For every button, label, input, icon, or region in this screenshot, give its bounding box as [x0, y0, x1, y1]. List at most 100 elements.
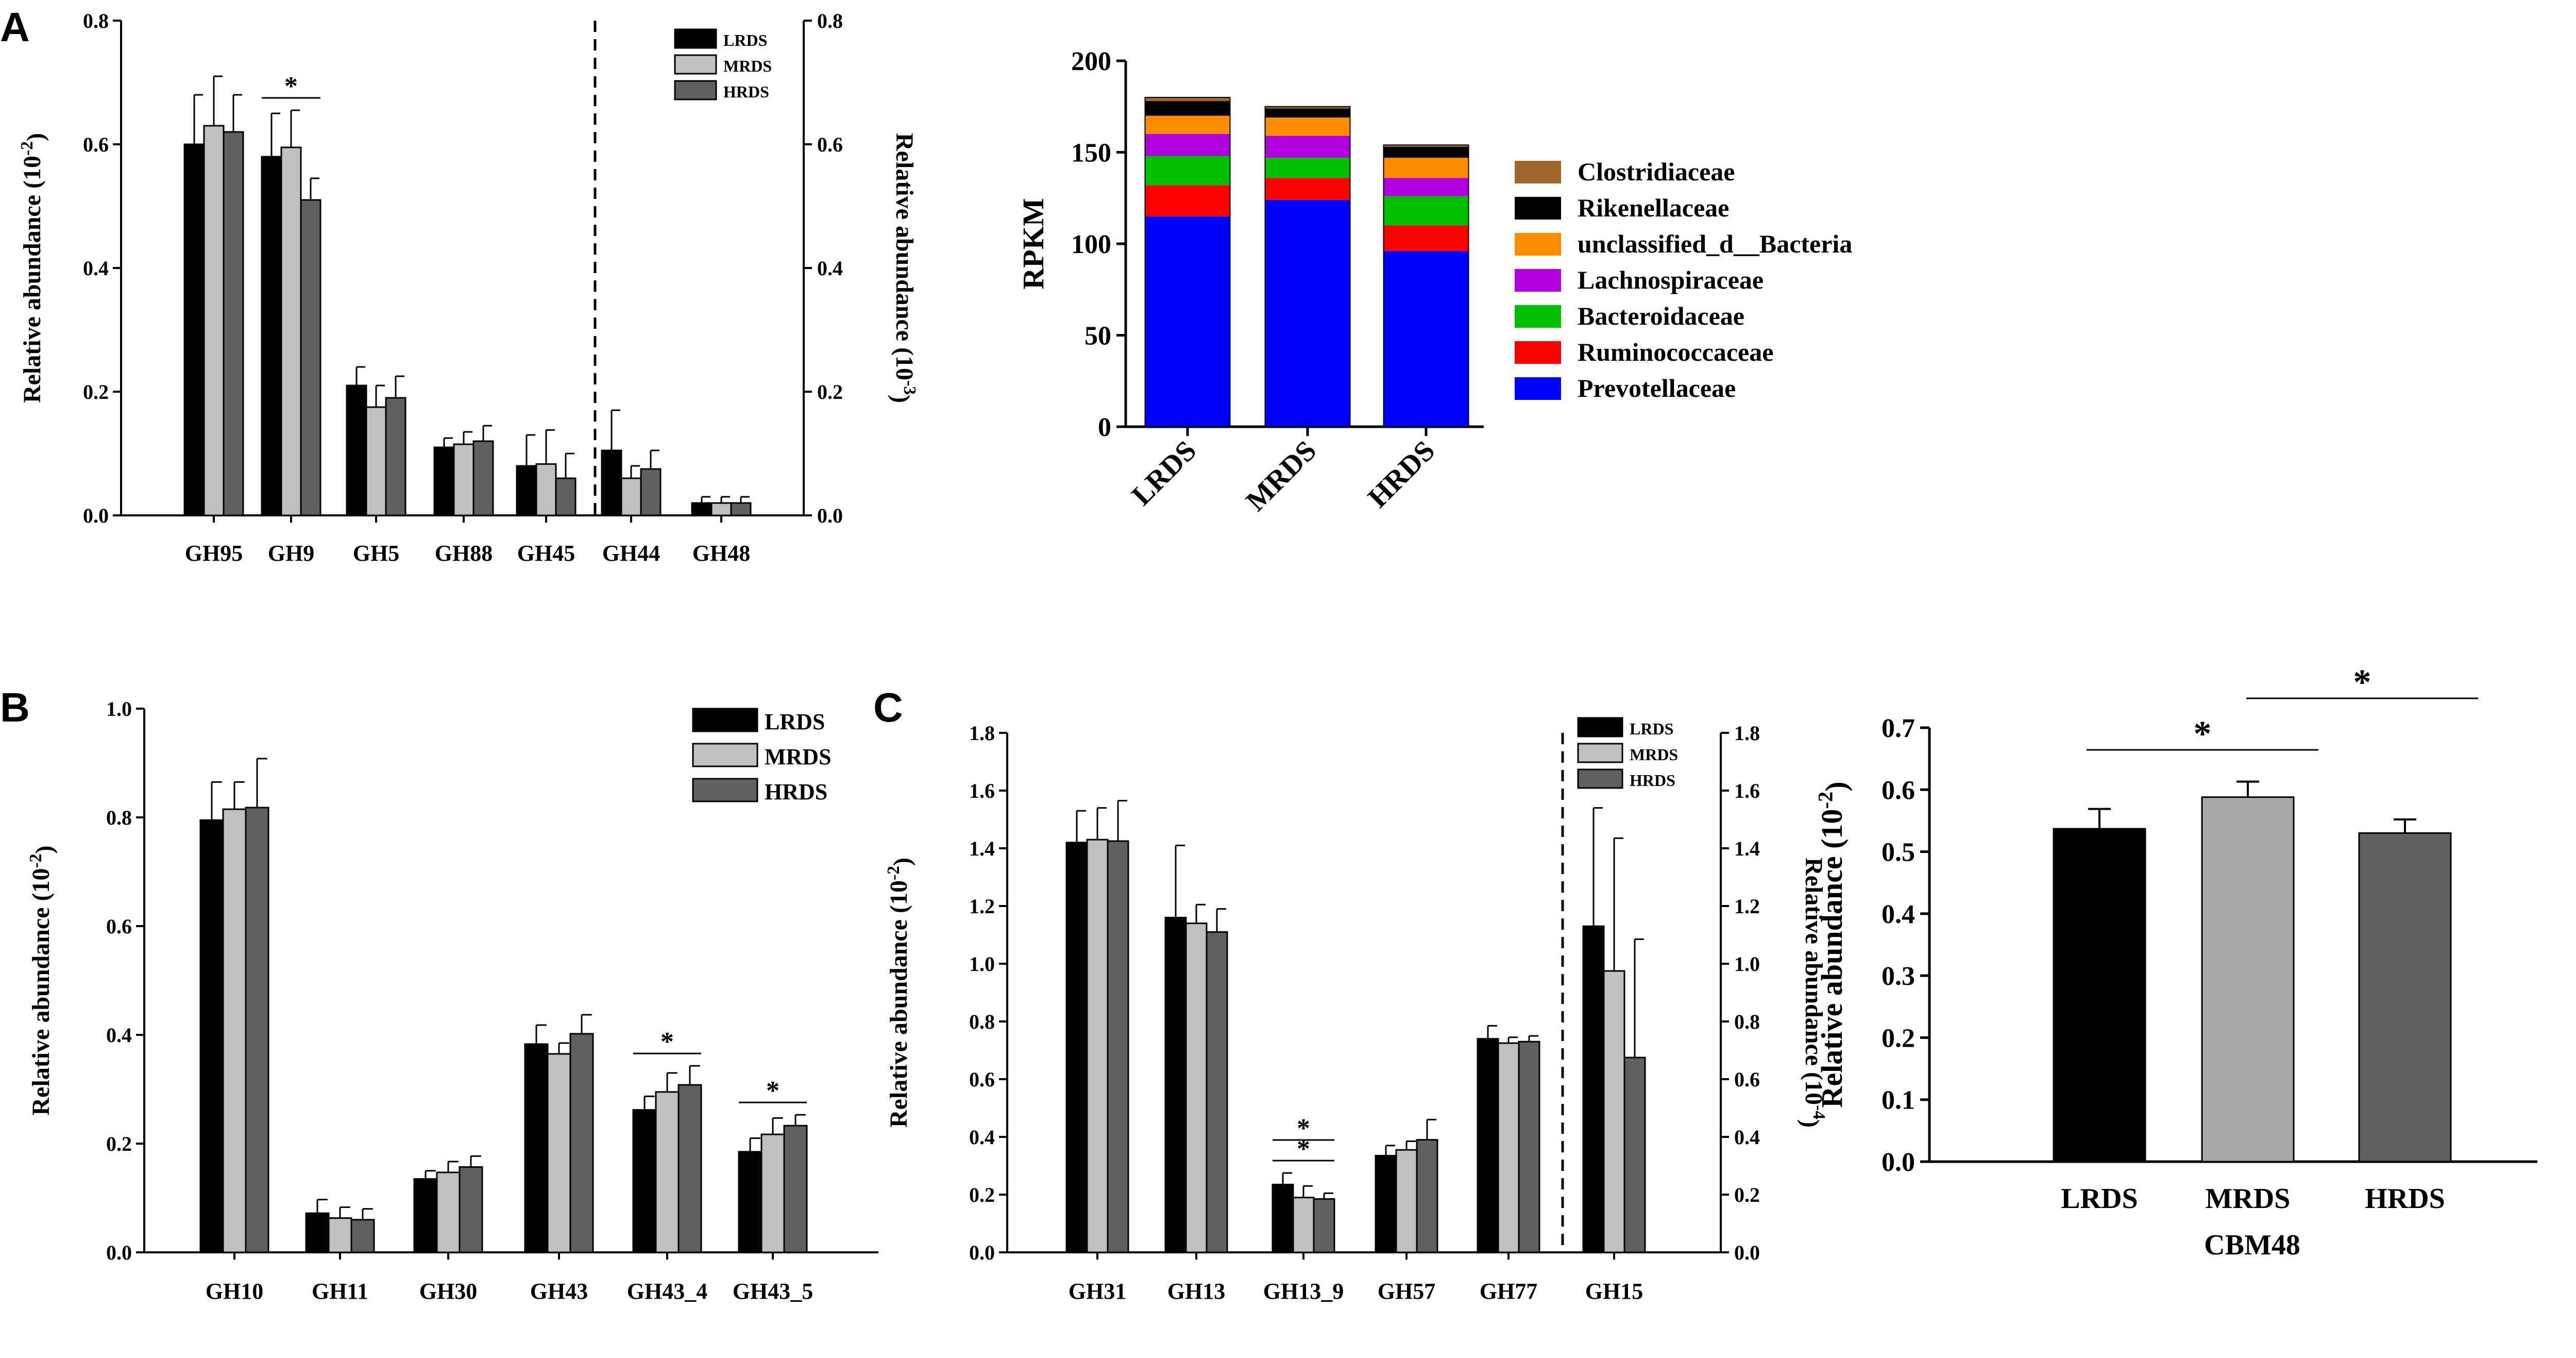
x-tick-label: LRDS	[1126, 434, 1202, 511]
y-tick-label: 100	[1071, 230, 1111, 259]
significance-star: *	[766, 1076, 779, 1105]
x-tick-label: GH43_5	[733, 1279, 813, 1304]
significance-star: *	[2194, 714, 2212, 754]
bar	[2201, 796, 2295, 1163]
y-tick-label-left: 0.8	[969, 1010, 995, 1033]
bar	[1065, 842, 1088, 1253]
y-tick-label-left: 1.4	[969, 837, 995, 860]
y-tick-label: 0.2	[1882, 1024, 1915, 1053]
bar	[453, 443, 474, 516]
legend-swatch	[1515, 269, 1561, 292]
bar	[436, 1171, 461, 1253]
y-tick-label-right: 0.8	[1734, 1010, 1760, 1033]
stacked-segment	[1383, 145, 1469, 147]
y-axis-title-base: Relative abundance (10	[19, 156, 46, 403]
stacked-segment	[1383, 196, 1469, 226]
y-tick-label-right: 0.8	[817, 9, 843, 32]
bar	[222, 808, 247, 1253]
legend-swatch	[1515, 161, 1561, 183]
x-tick-label: GH44	[602, 541, 660, 566]
y-tick-label-right: 1.6	[1734, 779, 1760, 802]
stacked-segment	[1145, 185, 1230, 216]
y-axis-title-sup: -2	[1814, 792, 1837, 809]
y-tick-label-right: 0.6	[1734, 1068, 1760, 1091]
y-axis-title-base: Relative abundance (10	[885, 880, 912, 1128]
bar	[459, 1166, 483, 1253]
y-tick-label-left: 0.0	[83, 504, 109, 527]
chart-b-glycoside-hydrolases: 0.0 0.2 0.4 0.6 0.8 1.0 Relative abundance (10…	[26, 697, 878, 1304]
bar	[555, 477, 577, 516]
stacked-segment	[1145, 97, 1230, 102]
y-tick-label-right: 1.4	[1734, 837, 1760, 860]
legend-label: MRDS	[1630, 745, 1678, 764]
legend-label: Bacteroidaceae	[1578, 301, 1744, 330]
bar	[1477, 1038, 1499, 1253]
legend-swatch	[1577, 768, 1623, 789]
legend-label: unclassified_d__Bacteria	[1578, 229, 1852, 258]
stacked-segment	[1265, 108, 1350, 118]
x-tick-label: HRDS	[2365, 1183, 2445, 1215]
bar	[1375, 1154, 1397, 1253]
bar	[783, 1125, 808, 1253]
legend-label: HRDS	[723, 82, 769, 101]
bar	[385, 397, 406, 516]
y-axis-title-rest: )	[888, 858, 916, 866]
y-tick-label: 0.4	[1882, 900, 1915, 929]
significance-star: *	[660, 1027, 674, 1057]
bar	[677, 1084, 702, 1253]
bar	[1313, 1198, 1335, 1253]
y-tick-label-left: 1.2	[969, 895, 995, 918]
bar	[1518, 1041, 1540, 1253]
bar	[365, 406, 387, 516]
bar	[632, 1109, 657, 1253]
x-tick-label: GH88	[435, 541, 493, 566]
bar	[760, 1133, 785, 1253]
y-tick-label-left: 0.8	[83, 9, 109, 32]
bar	[1107, 840, 1129, 1253]
bar	[472, 440, 494, 516]
x-tick-label: MRDS	[1240, 434, 1323, 517]
legend-label: MRDS	[723, 57, 772, 75]
x-tick-label: GH13	[1167, 1279, 1225, 1304]
bar	[183, 143, 205, 516]
y-tick-label-left: 0.8	[106, 806, 132, 829]
legend-swatch	[1515, 377, 1561, 400]
y-tick-label: 0.5	[1882, 838, 1915, 867]
significance-star: *	[2353, 663, 2371, 702]
bar	[730, 502, 752, 516]
bar	[413, 1178, 438, 1253]
y-tick-label-right: 0.2	[1734, 1183, 1760, 1206]
bar	[328, 1217, 352, 1253]
y-tick-label-left: 0.2	[83, 380, 109, 404]
x-tick-label: LRDS	[2061, 1183, 2138, 1215]
y-tick-label-left: 0.4	[106, 1024, 132, 1047]
legend-label: LRDS	[723, 31, 767, 49]
stacked-segment	[1145, 156, 1230, 186]
legend-label: HRDS	[1630, 771, 1675, 790]
x-tick-label: MRDS	[2206, 1183, 2291, 1215]
bar	[655, 1091, 680, 1253]
stacked-segment	[1145, 134, 1230, 156]
legend-label: Clostridiaceae	[1578, 157, 1735, 186]
stacked-segment	[1383, 178, 1469, 196]
bar	[1395, 1149, 1418, 1253]
stacked-segment	[1265, 158, 1350, 178]
bar	[199, 819, 224, 1253]
bar	[223, 131, 244, 516]
bar	[547, 1053, 571, 1253]
bar	[2053, 828, 2146, 1163]
bar	[710, 502, 732, 516]
bar	[601, 449, 622, 516]
legend-swatch	[692, 708, 758, 732]
y-tick-label-right: 1.0	[1734, 952, 1760, 976]
stacked-segment	[1145, 216, 1230, 427]
legend-swatch	[1515, 305, 1561, 328]
y-tick-label-left: 0.6	[969, 1068, 995, 1091]
x-tick-label: GH5	[353, 541, 399, 566]
bar	[569, 1033, 594, 1253]
bar	[433, 446, 455, 516]
y-tick-label: 0.0	[1882, 1148, 1915, 1177]
legend-swatch	[1577, 743, 1623, 763]
legend-label: LRDS	[1630, 719, 1673, 738]
y-axis-title-right-sup: -4	[1809, 1105, 1828, 1119]
